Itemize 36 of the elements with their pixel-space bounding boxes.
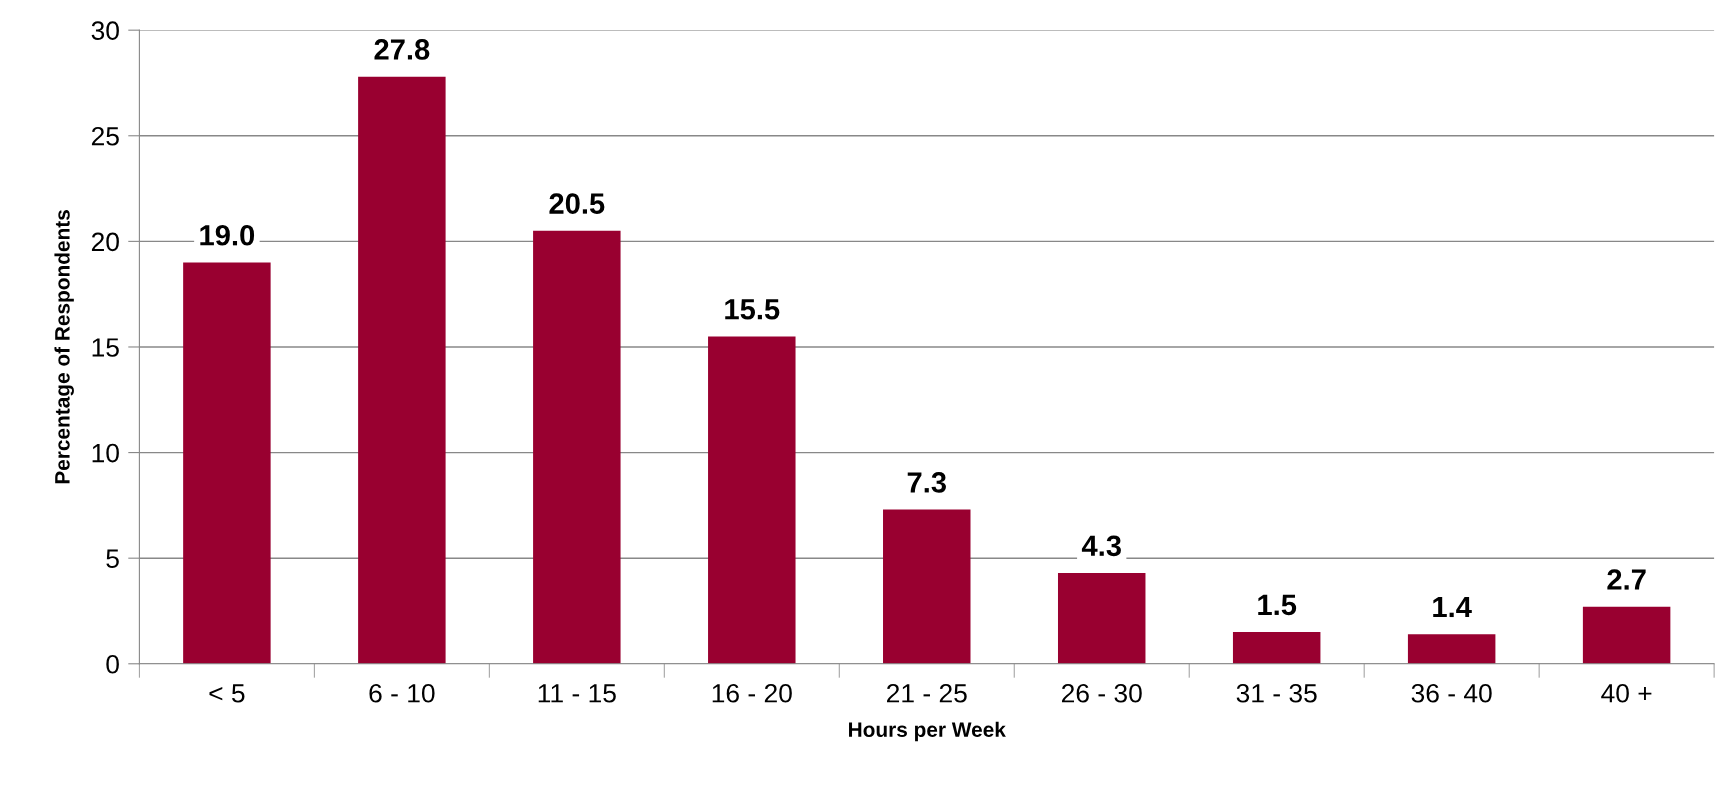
data-label: 2.7 xyxy=(1607,569,1646,590)
y-tick-label: 30 xyxy=(91,21,119,40)
bar xyxy=(1582,606,1671,664)
y-tick-label: 10 xyxy=(92,443,119,463)
x-tick-label: 36 - 40 xyxy=(1411,683,1492,703)
y-tick-label: 20 xyxy=(91,232,119,252)
bar xyxy=(883,509,971,664)
y-tick-label: 0 xyxy=(106,654,119,674)
data-label: 1.4 xyxy=(1433,596,1472,618)
data-label: 4.3 xyxy=(1081,535,1121,557)
y-axis-title: Percentage of Respondents xyxy=(54,210,74,484)
x-tick-label: 11 - 15 xyxy=(538,684,616,703)
data-label: 7.3 xyxy=(907,472,946,493)
bar xyxy=(1057,572,1146,664)
bar xyxy=(358,76,446,664)
data-label: 1.5 xyxy=(1258,594,1297,616)
bar xyxy=(1232,632,1321,664)
x-tick-label: 6 - 10 xyxy=(369,683,435,703)
x-tick-label: 40 + xyxy=(1601,683,1652,703)
data-label: 20.5 xyxy=(549,193,605,214)
y-tick-label: 15 xyxy=(92,338,119,357)
x-axis-title: Hours per Week xyxy=(849,721,1006,742)
x-tick-label: 21 - 25 xyxy=(887,683,967,703)
bar xyxy=(708,336,796,664)
y-tick-label: 25 xyxy=(91,126,119,146)
bar xyxy=(533,230,621,664)
x-tick-label: 31 - 35 xyxy=(1236,683,1317,703)
x-tick-label: 26 - 30 xyxy=(1061,683,1142,703)
data-label: 15.5 xyxy=(725,299,780,320)
y-tick-label: 5 xyxy=(106,549,119,568)
data-label: 27.8 xyxy=(374,39,430,60)
data-label: 19.0 xyxy=(200,224,255,246)
x-tick-label: 16 - 20 xyxy=(712,683,792,703)
x-tick-label: < 5 xyxy=(209,684,245,703)
bar xyxy=(183,262,271,664)
bar xyxy=(1407,634,1496,664)
